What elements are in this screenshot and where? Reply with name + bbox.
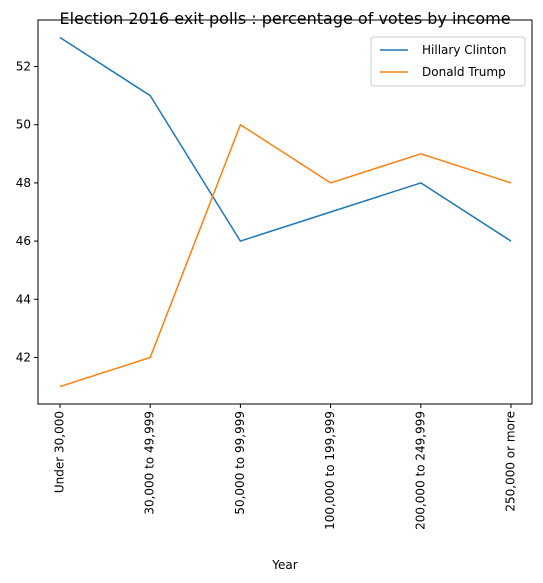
x-tick-label: 30,000 to 49,999 — [143, 411, 157, 515]
y-tick-label: 48 — [16, 176, 31, 190]
x-axis-label: Year — [271, 558, 297, 572]
chart-title: Election 2016 exit polls : percentage of… — [59, 9, 510, 28]
legend-label-donald-trump: Donald Trump — [422, 65, 506, 79]
x-tick-label: 100,000 to 199,999 — [323, 411, 337, 530]
y-tick-label: 50 — [16, 118, 31, 132]
series-lines — [59, 36, 512, 388]
y-tick-label: 42 — [16, 350, 31, 364]
legend-box — [370, 36, 526, 87]
x-tick-label: 200,000 to 249,999 — [413, 411, 427, 530]
plot-area — [37, 19, 533, 405]
y-tick-label: 44 — [16, 292, 31, 306]
y-tick-label: 52 — [16, 60, 31, 74]
legend: Hillary Clinton Donald Trump — [370, 36, 526, 87]
x-tick-label: 250,000 or more — [504, 411, 518, 512]
legend-label-hillary-clinton: Hillary Clinton — [422, 43, 507, 57]
x-tick-label: Under 30,000 — [53, 411, 67, 493]
x-tick-label: 50,000 to 99,999 — [233, 411, 247, 515]
y-tick-label: 46 — [16, 234, 31, 248]
series-line-donald-trump — [59, 123, 512, 388]
x-axis: Under 30,000 30,000 to 49,999 50,000 to 99… — [53, 404, 518, 530]
series-line-hillary-clinton — [59, 36, 512, 242]
y-axis: 42 44 46 48 50 52 — [16, 60, 38, 364]
